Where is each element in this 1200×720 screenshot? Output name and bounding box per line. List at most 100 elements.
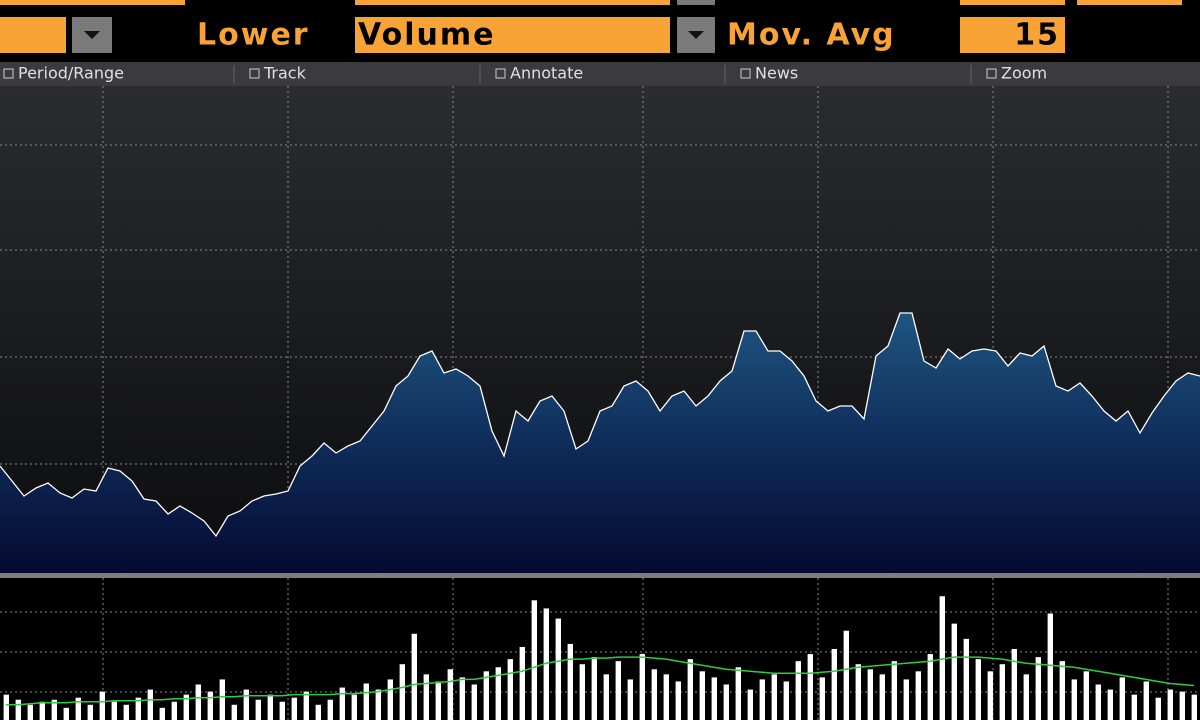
volume-bar (615, 661, 621, 720)
volume-bar (387, 679, 393, 720)
volume-bar (267, 694, 273, 720)
lower-field: Volume (358, 18, 495, 53)
volume-bar (207, 691, 213, 720)
volume-bar (339, 687, 345, 720)
volume-bar (171, 701, 177, 720)
volume-bar (867, 669, 873, 720)
input-field[interactable] (355, 17, 670, 53)
volume-bar (1179, 691, 1185, 720)
volume-bar (1071, 679, 1077, 720)
menu-item[interactable]: Annotate (510, 64, 583, 83)
panel-divider (0, 573, 1200, 578)
volume-bar (111, 701, 117, 720)
volume-bar (1023, 674, 1029, 720)
volume-bar (27, 704, 33, 720)
volume-bar (783, 681, 789, 720)
moving-average-line (6, 656, 1195, 706)
dropdown-arrow (84, 31, 100, 39)
volume-bar (939, 596, 945, 720)
volume-bar (1143, 681, 1149, 720)
volume-bar (1083, 671, 1089, 720)
volume-bar (567, 643, 573, 720)
volume-bar (963, 638, 969, 720)
volume-bar (795, 661, 801, 720)
input-field[interactable] (960, 17, 1065, 53)
volume-bar (375, 689, 381, 720)
volume-bar (843, 630, 849, 720)
volume-bar (3, 694, 9, 720)
volume-bar (735, 667, 741, 720)
volume-bar (1191, 694, 1197, 720)
volume-bar (1119, 677, 1125, 720)
button-edge (677, 0, 715, 5)
volume-bar (63, 707, 69, 720)
volume-bar (1011, 649, 1017, 720)
volume-bar (39, 701, 45, 720)
volume-bar (819, 677, 825, 720)
volume-bar (531, 600, 537, 720)
volume-bar (579, 664, 585, 720)
volume-bar (711, 677, 717, 720)
volume-bar (555, 618, 561, 720)
menu-bar (0, 62, 1200, 86)
volume-bar (639, 654, 645, 720)
volume-bar (147, 689, 153, 720)
menu-item[interactable]: Period/Range (18, 64, 124, 83)
volume-bar (315, 704, 321, 720)
volume-bar (99, 691, 105, 720)
volume-bar (771, 674, 777, 720)
volume-bar (351, 694, 357, 720)
menu-icon (495, 68, 506, 79)
volume-bar (363, 683, 369, 720)
volume-bar (951, 623, 957, 720)
volume-bar (87, 704, 93, 720)
field-edge (355, 0, 670, 5)
volume-bar (915, 671, 921, 720)
field-edge (960, 0, 1065, 5)
volume-bar (759, 679, 765, 720)
menu-icon (249, 68, 260, 79)
volume-bar (927, 654, 933, 720)
volume-bar (159, 707, 165, 720)
volume-bar (699, 671, 705, 720)
volume-bar (807, 654, 813, 720)
volume-bar (411, 633, 417, 720)
volume-bar (15, 699, 21, 720)
volume-bar (687, 659, 693, 720)
menu-icon (986, 68, 997, 79)
volume-bar (423, 674, 429, 720)
volume-bar (903, 679, 909, 720)
volume-bar (891, 661, 897, 720)
menu-icon (3, 68, 14, 79)
volume-bar (543, 608, 549, 720)
mov-avg-label: Mov. Avg (727, 18, 896, 53)
volume-bar (483, 671, 489, 720)
volume-bar (603, 674, 609, 720)
volume-bar (135, 697, 141, 720)
volume-bar (75, 697, 81, 720)
dropdown-arrow (688, 31, 704, 39)
volume-bar (507, 659, 513, 720)
menu-item[interactable]: Zoom (1001, 64, 1047, 83)
volume-bar (219, 679, 225, 720)
volume-bar (399, 664, 405, 720)
price-line (0, 312, 1200, 538)
volume-bar (231, 704, 237, 720)
volume-bar (627, 679, 633, 720)
volume-bar (1167, 689, 1173, 720)
volume-bar (459, 677, 465, 720)
volume-bar (303, 691, 309, 720)
volume-bar (1035, 657, 1041, 720)
volume-bar (1107, 689, 1113, 720)
price-area (0, 313, 1200, 573)
volume-bar (291, 697, 297, 720)
menu-item[interactable]: News (755, 64, 798, 83)
volume-bar (447, 669, 453, 720)
lower-label: Lower (197, 18, 310, 53)
input-field[interactable] (0, 17, 66, 53)
volume-bar (327, 699, 333, 720)
volume-bar (747, 689, 753, 720)
menu-item[interactable]: Track (263, 64, 307, 83)
volume-bar (987, 671, 993, 720)
